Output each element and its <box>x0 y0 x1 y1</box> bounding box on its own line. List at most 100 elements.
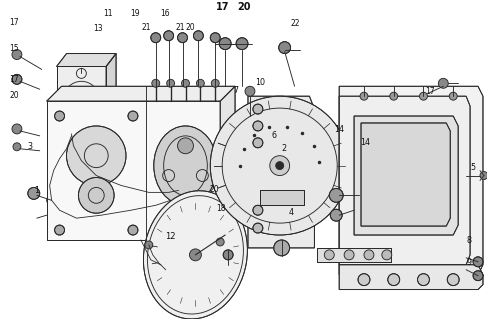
Text: 17: 17 <box>424 87 434 96</box>
Circle shape <box>252 205 263 215</box>
Circle shape <box>55 111 64 121</box>
Circle shape <box>12 74 22 84</box>
Circle shape <box>448 92 456 100</box>
Text: 18: 18 <box>216 204 225 213</box>
Circle shape <box>417 274 428 285</box>
Circle shape <box>150 33 161 43</box>
Polygon shape <box>57 53 116 67</box>
Circle shape <box>55 225 64 235</box>
Circle shape <box>181 79 189 87</box>
Text: 7: 7 <box>233 86 238 95</box>
Circle shape <box>472 257 482 267</box>
Circle shape <box>128 225 138 235</box>
Circle shape <box>189 249 201 261</box>
Circle shape <box>363 250 373 260</box>
Circle shape <box>196 79 204 87</box>
Text: 8: 8 <box>466 236 470 245</box>
Circle shape <box>328 188 343 202</box>
Circle shape <box>177 138 193 154</box>
Text: 1: 1 <box>34 186 40 195</box>
Text: 22: 22 <box>290 19 300 28</box>
Text: 12: 12 <box>165 232 176 241</box>
Circle shape <box>437 78 447 88</box>
Text: 20: 20 <box>237 2 250 12</box>
Text: 20: 20 <box>9 91 19 100</box>
Circle shape <box>278 42 290 53</box>
Circle shape <box>28 188 40 199</box>
Text: 14: 14 <box>359 138 369 147</box>
Polygon shape <box>353 116 457 235</box>
Circle shape <box>177 33 187 43</box>
Text: 3: 3 <box>28 142 33 151</box>
Circle shape <box>128 111 138 121</box>
Circle shape <box>223 250 233 260</box>
Polygon shape <box>57 67 106 131</box>
Polygon shape <box>247 96 314 248</box>
Circle shape <box>12 124 22 134</box>
Text: 17: 17 <box>216 2 229 12</box>
Text: 4: 4 <box>288 208 293 217</box>
Text: 17: 17 <box>9 18 19 27</box>
Text: 19: 19 <box>130 9 140 18</box>
Circle shape <box>252 104 263 114</box>
Circle shape <box>78 178 114 213</box>
Circle shape <box>479 172 487 180</box>
Ellipse shape <box>143 191 247 319</box>
Text: 6: 6 <box>270 131 276 140</box>
Circle shape <box>381 250 391 260</box>
Circle shape <box>244 86 254 96</box>
Text: 21: 21 <box>175 23 185 32</box>
Polygon shape <box>106 53 116 131</box>
Polygon shape <box>339 265 482 290</box>
Circle shape <box>210 96 348 235</box>
Text: 21: 21 <box>142 23 151 32</box>
Text: 2: 2 <box>281 144 286 153</box>
Circle shape <box>166 79 174 87</box>
Circle shape <box>252 138 263 148</box>
Polygon shape <box>339 96 469 265</box>
Circle shape <box>56 206 63 214</box>
Polygon shape <box>220 86 235 240</box>
Text: 16: 16 <box>160 9 169 18</box>
Circle shape <box>447 274 458 285</box>
Circle shape <box>76 94 86 104</box>
Circle shape <box>359 92 367 100</box>
Circle shape <box>236 38 247 50</box>
Polygon shape <box>46 101 220 240</box>
Circle shape <box>46 195 57 205</box>
Polygon shape <box>46 86 235 101</box>
Circle shape <box>193 31 203 41</box>
Text: 14: 14 <box>333 125 344 134</box>
Text: 10: 10 <box>255 78 264 87</box>
Circle shape <box>329 209 342 221</box>
Circle shape <box>344 250 353 260</box>
Text: 20: 20 <box>209 185 218 194</box>
Circle shape <box>275 162 283 170</box>
Circle shape <box>163 31 173 41</box>
Polygon shape <box>317 248 390 262</box>
Circle shape <box>210 33 220 43</box>
Polygon shape <box>339 86 482 275</box>
Text: 9: 9 <box>466 258 470 267</box>
Circle shape <box>144 241 152 249</box>
Circle shape <box>324 250 334 260</box>
Text: 13: 13 <box>93 24 102 34</box>
Circle shape <box>211 79 219 87</box>
Circle shape <box>219 38 231 50</box>
Circle shape <box>389 92 397 100</box>
Circle shape <box>387 274 399 285</box>
Circle shape <box>269 156 289 176</box>
Polygon shape <box>259 190 304 205</box>
Text: 5: 5 <box>470 163 475 172</box>
Circle shape <box>12 50 22 60</box>
Circle shape <box>216 238 224 246</box>
Circle shape <box>252 223 263 233</box>
Text: 11: 11 <box>103 9 112 18</box>
Circle shape <box>252 121 263 131</box>
Circle shape <box>419 92 427 100</box>
Polygon shape <box>360 123 449 226</box>
Text: 17: 17 <box>9 75 19 84</box>
Text: 20: 20 <box>185 23 195 32</box>
Circle shape <box>66 126 126 186</box>
Ellipse shape <box>153 126 217 205</box>
